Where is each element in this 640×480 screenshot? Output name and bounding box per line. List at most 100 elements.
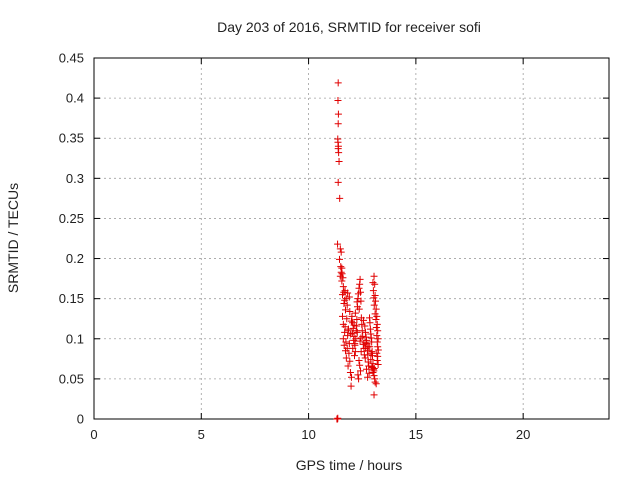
y-tick-label: 0.2	[66, 251, 84, 266]
data-point	[337, 248, 345, 256]
data-point	[334, 79, 342, 87]
data-point	[355, 356, 363, 364]
data-point	[338, 277, 346, 285]
data-point	[367, 356, 375, 364]
data-point	[369, 287, 377, 295]
data-point	[334, 120, 342, 128]
data-point	[369, 279, 377, 287]
data-point	[357, 367, 365, 375]
data-point	[350, 321, 358, 329]
data-point	[372, 316, 380, 324]
data-point	[351, 309, 359, 317]
data-point	[337, 263, 345, 271]
data-point	[334, 178, 342, 186]
data-point	[372, 324, 380, 332]
x-tick-label: 10	[301, 427, 315, 442]
data-point	[359, 340, 367, 348]
data-point	[357, 288, 365, 296]
data-point	[334, 110, 342, 118]
y-tick-label: 0.25	[59, 211, 84, 226]
data-point	[342, 338, 350, 346]
data-point	[372, 380, 380, 388]
data-point	[353, 328, 361, 336]
data-point	[354, 371, 362, 379]
data-point	[345, 293, 353, 301]
data-point	[374, 327, 382, 335]
data-point	[357, 334, 365, 342]
data-point	[347, 382, 355, 390]
data-point	[342, 354, 350, 362]
x-tick-label: 20	[516, 427, 530, 442]
data-point	[347, 330, 355, 338]
data-point	[370, 301, 378, 309]
data-point	[348, 317, 355, 325]
data-point	[373, 312, 381, 320]
data-point	[336, 194, 344, 202]
data-point	[335, 255, 343, 263]
data-point	[364, 373, 372, 381]
data-point	[335, 157, 343, 165]
x-tick-label: 5	[198, 427, 205, 442]
data-point	[341, 296, 349, 304]
data-point	[372, 297, 380, 305]
data-point	[338, 270, 346, 278]
data-point	[370, 272, 378, 280]
data-point	[366, 319, 374, 327]
data-point	[355, 284, 363, 292]
data-point	[365, 369, 373, 377]
data-point	[355, 305, 363, 313]
data-point	[346, 308, 354, 316]
data-point	[353, 298, 361, 306]
data-point	[371, 280, 379, 288]
data-point	[341, 306, 349, 314]
data-point	[334, 240, 342, 248]
y-axis-label: SRMTID / TECUs	[5, 183, 21, 293]
data-point	[340, 288, 348, 296]
data-point	[358, 320, 366, 328]
data-point	[359, 332, 367, 340]
y-tick-label: 0	[77, 412, 84, 427]
data-point	[336, 245, 344, 253]
data-point	[345, 349, 353, 357]
data-point	[370, 391, 378, 399]
y-tick-label: 0.15	[59, 291, 84, 306]
y-tick-label: 0.45	[59, 51, 84, 66]
y-tick-label: 0.4	[66, 91, 84, 106]
data-point	[364, 343, 372, 351]
data-points	[333, 79, 382, 423]
data-point	[338, 312, 346, 320]
data-point	[374, 360, 382, 368]
axis-ticks	[93, 57, 609, 420]
data-point	[372, 305, 380, 313]
data-point	[363, 365, 371, 373]
x-tick-labels: 0 5 10 15 20	[90, 427, 530, 442]
data-point	[374, 346, 382, 354]
data-point	[361, 339, 369, 347]
data-point	[344, 362, 352, 370]
data-point	[355, 375, 363, 383]
data-point	[360, 316, 368, 324]
data-point	[370, 294, 378, 302]
data-point	[339, 274, 347, 282]
data-point	[340, 341, 348, 349]
data-point	[373, 320, 381, 328]
data-point	[334, 97, 342, 105]
data-point	[361, 354, 369, 362]
data-point	[356, 337, 364, 345]
data-point	[342, 295, 350, 303]
plot-frame	[93, 57, 610, 420]
data-point	[367, 349, 375, 357]
data-point	[344, 289, 352, 297]
data-point	[371, 378, 379, 386]
data-point	[357, 297, 365, 305]
data-point	[370, 372, 378, 380]
y-tick-label: 0.35	[59, 131, 84, 146]
y-tick-label: 0.05	[59, 371, 84, 386]
data-point	[356, 275, 364, 283]
data-point	[340, 299, 348, 307]
data-point	[335, 149, 343, 157]
data-point	[343, 301, 351, 309]
chart-title: Day 203 of 2016, SRMTID for receiver sof…	[217, 19, 481, 35]
data-point	[361, 328, 369, 336]
